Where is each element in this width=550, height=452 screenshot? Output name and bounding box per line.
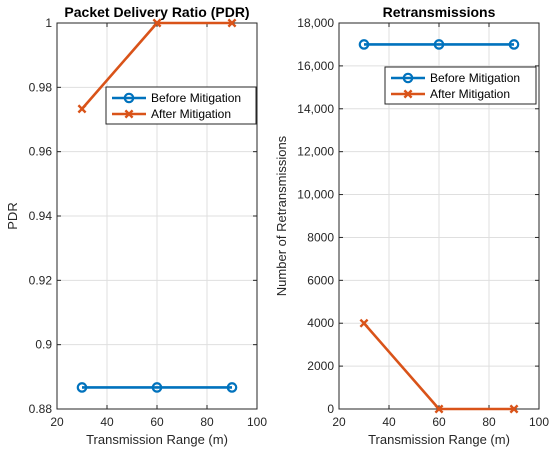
legend: Before Mitigation After Mitigation bbox=[105, 86, 257, 125]
y-tick-label: 2000 bbox=[307, 359, 334, 373]
chart-2: 20 40 60 80 100 0 2000 4000 6000 8000 10,000 12,000… bbox=[274, 4, 549, 447]
legend: Before Mitigation After Mitigation bbox=[384, 66, 537, 105]
x-tick-label: 40 bbox=[100, 415, 114, 429]
data-point bbox=[509, 404, 519, 414]
y-tick-label: 12,000 bbox=[297, 145, 334, 159]
data-point bbox=[226, 382, 238, 393]
data-point bbox=[433, 39, 445, 50]
y-tick-label: 0 bbox=[327, 402, 334, 416]
y-tick-label: 14,000 bbox=[297, 102, 334, 116]
data-point bbox=[358, 39, 370, 50]
y-tick-label: 0.94 bbox=[29, 209, 53, 223]
series-1 bbox=[76, 382, 238, 393]
y-tick-label: 0.92 bbox=[29, 273, 53, 287]
x-axis-label: Transmission Range (m) bbox=[368, 432, 510, 447]
chart-title: Retransmissions bbox=[383, 4, 496, 20]
data-point bbox=[508, 39, 520, 50]
x-tick-label: 20 bbox=[332, 415, 346, 429]
x-tick-label: 100 bbox=[247, 415, 267, 429]
data-point bbox=[76, 382, 88, 393]
legend-marker bbox=[402, 72, 414, 84]
y-tick-label: 16,000 bbox=[297, 59, 334, 73]
data-point bbox=[151, 382, 163, 393]
x-tick-label: 20 bbox=[50, 415, 64, 429]
data-point bbox=[434, 404, 444, 414]
y-tick-label: 0.9 bbox=[35, 338, 52, 352]
x-tick-label: 100 bbox=[529, 415, 549, 429]
data-point bbox=[227, 18, 237, 28]
y-tick-label: 1 bbox=[45, 16, 52, 30]
legend-label: Before Mitigation bbox=[430, 71, 520, 85]
y-tick-label: 4000 bbox=[307, 316, 334, 330]
y-tick-label: 0.98 bbox=[29, 80, 53, 94]
x-axis-label: Transmission Range (m) bbox=[86, 432, 228, 447]
legend-label: After Mitigation bbox=[430, 87, 510, 101]
y-tick-label: 6000 bbox=[307, 273, 334, 287]
legend-label: Before Mitigation bbox=[151, 91, 241, 105]
y-axis-label: PDR bbox=[5, 202, 20, 229]
x-tick-label: 60 bbox=[432, 415, 446, 429]
chart-1: 20 40 60 80 100 0.88 0.9 0.92 0.94 0.96 0.98 1 Packe… bbox=[5, 4, 267, 447]
y-tick-label: 18,000 bbox=[297, 16, 334, 30]
legend-marker bbox=[124, 109, 134, 119]
data-point bbox=[359, 318, 369, 328]
y-tick-label: 0.96 bbox=[29, 145, 53, 159]
y-tick-label: 0.88 bbox=[29, 402, 53, 416]
x-tick-label: 80 bbox=[482, 415, 496, 429]
data-point bbox=[152, 18, 162, 28]
legend-marker bbox=[403, 89, 413, 99]
series-2 bbox=[77, 18, 237, 114]
x-tick-label: 60 bbox=[150, 415, 164, 429]
series-2 bbox=[359, 318, 519, 414]
y-axis-label: Number of Retransmissions bbox=[274, 135, 289, 296]
chart-title: Packet Delivery Ratio (PDR) bbox=[64, 4, 249, 20]
x-tick-label: 80 bbox=[200, 415, 214, 429]
series-1 bbox=[358, 39, 520, 50]
y-tick-label: 8000 bbox=[307, 230, 334, 244]
x-tick-label: 40 bbox=[382, 415, 396, 429]
y-tick-label: 10,000 bbox=[297, 188, 334, 202]
legend-marker bbox=[123, 92, 135, 104]
legend-label: After Mitigation bbox=[151, 107, 231, 121]
data-point bbox=[77, 104, 87, 114]
